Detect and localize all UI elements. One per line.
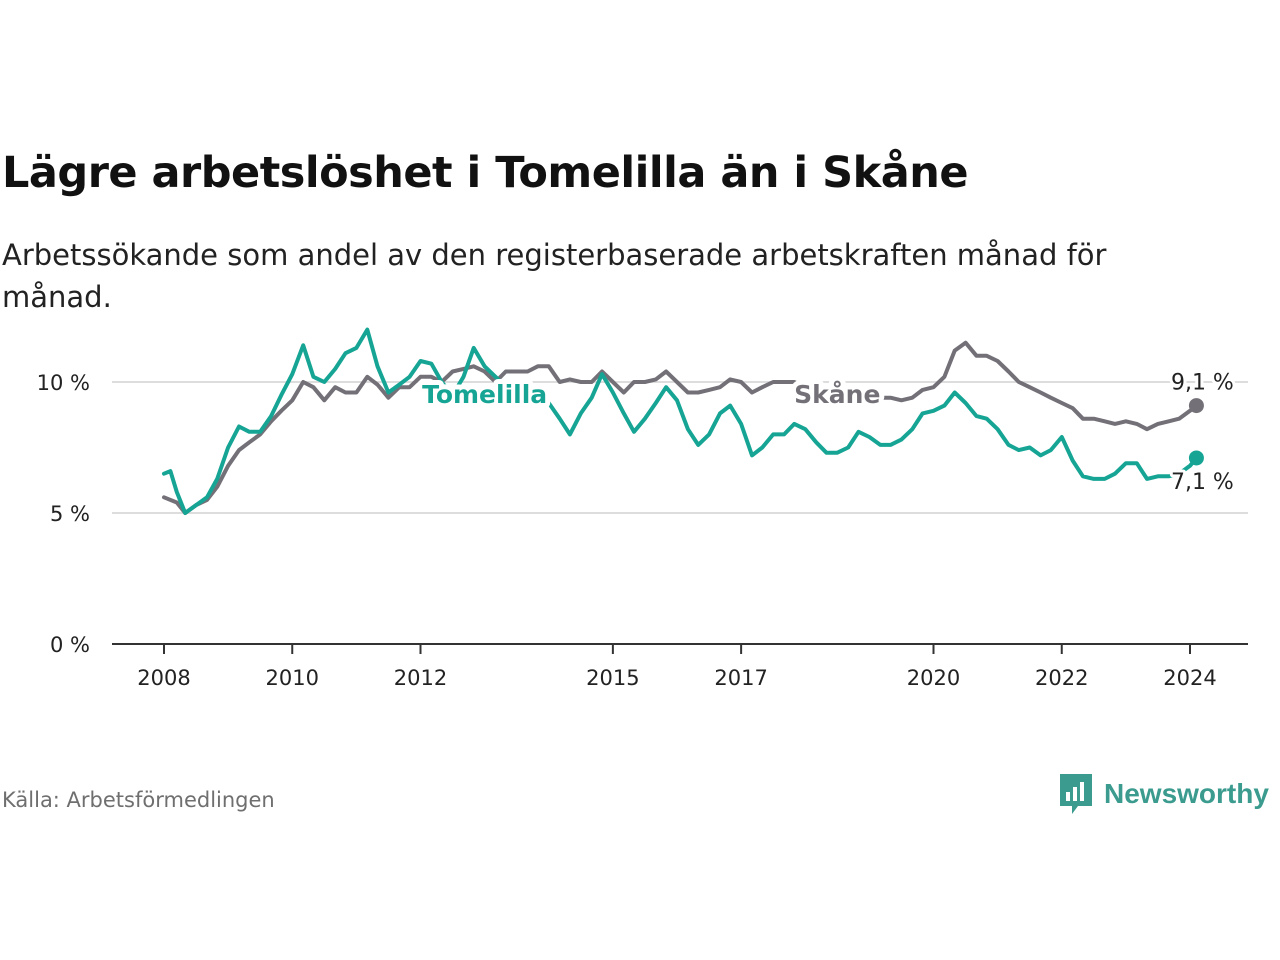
y-tick-label: 0 % (50, 633, 90, 657)
chart-subtitle: Arbetssökande som andel av den registerb… (2, 238, 1107, 314)
x-tick-label: 2024 (1163, 666, 1216, 690)
series-label-skåne: Skåne (794, 380, 880, 409)
series-label-halo: Tomelilla (422, 380, 547, 409)
y-tick-label: 10 % (37, 371, 90, 395)
x-tick-label: 2008 (137, 666, 190, 690)
newsworthy-logo-icon (1060, 774, 1092, 814)
end-label-skåne: 9,1 % (1171, 371, 1234, 396)
end-marker-skåne (1188, 398, 1204, 414)
end-label-tomelilla: 7,1 % (1171, 470, 1234, 495)
series-label-halo: Skåne (794, 380, 880, 409)
brand-name: Newsworthy (1104, 778, 1269, 809)
series-label-tomelilla: Tomelilla (422, 380, 547, 409)
source-note: Källa: Arbetsförmedlingen (2, 788, 275, 812)
series-line-tomelilla (162, 327, 1199, 515)
x-tick-label: 2012 (394, 666, 447, 690)
x-tick-label: 2010 (266, 666, 319, 690)
brand-logo[interactable]: Newsworthy (1058, 772, 1269, 816)
x-tick-label: 2015 (586, 666, 639, 690)
x-tick-label: 2020 (907, 666, 960, 690)
x-tick-label: 2022 (1035, 666, 1088, 690)
end-label-halo: 9,1 % (1171, 371, 1234, 396)
end-label-halo: 7,1 % (1171, 470, 1234, 495)
end-marker-tomelilla (1188, 450, 1204, 466)
x-tick-label: 2017 (714, 666, 767, 690)
chart-title: Lägre arbetslöshet i Tomelilla än i Skån… (2, 148, 968, 198)
series-line-skåne (162, 340, 1199, 515)
y-tick-label: 5 % (50, 502, 90, 526)
